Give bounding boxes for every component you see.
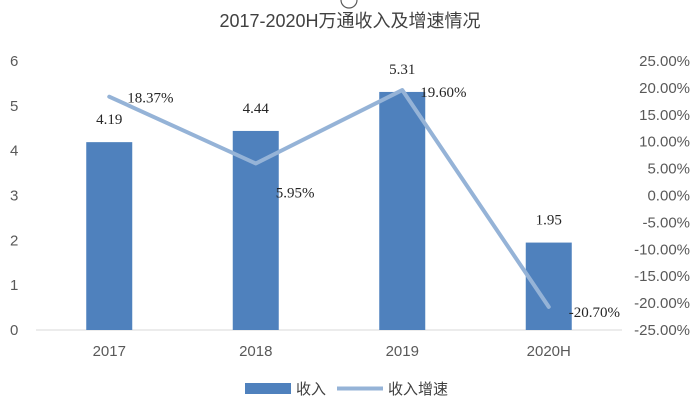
right-tick-label: -5.00%: [642, 214, 690, 231]
left-axis: 0 1 2 3 4 5 6: [10, 53, 18, 339]
right-tick-label: 5.00%: [647, 161, 690, 178]
legend-line-label: 收入增速: [388, 381, 448, 398]
right-tick-label: 25.00%: [639, 53, 690, 70]
x-tick-label: 2018: [239, 343, 272, 360]
right-tick-label: 20.00%: [639, 80, 690, 97]
left-tick-label: 5: [10, 98, 18, 115]
bar-value-label: 5.31: [389, 62, 415, 78]
line-value-label: 19.60%: [420, 85, 466, 101]
data-labels: 4.19 4.44 5.31 1.95 18.37% 5.95% 19.60% -20.70%: [96, 62, 620, 321]
line-value-label: 18.37%: [127, 91, 173, 107]
bar-value-label: 1.95: [536, 213, 562, 229]
left-tick-label: 3: [10, 188, 18, 205]
x-tick-label: 2017: [93, 343, 126, 360]
top-partial-mark: [340, 0, 358, 9]
left-tick-label: 4: [10, 143, 18, 160]
right-tick-label: -20.00%: [634, 295, 690, 312]
legend-bar-label: 收入: [296, 381, 326, 398]
bar: [232, 130, 279, 330]
right-axis: 25.00% 20.00% 15.00% 10.00% 5.00% 0.00% -5.00%…: [634, 53, 690, 339]
legend-bar-swatch: [245, 383, 291, 394]
chart-title: 2017-2020H万通收入及增速情况: [219, 11, 480, 31]
line-series: [107, 88, 551, 309]
cropped-circle-glyph: [340, 0, 358, 9]
left-tick-label: 6: [10, 53, 18, 70]
bar: [379, 91, 426, 330]
right-tick-label: -25.00%: [634, 322, 690, 339]
left-tick-label: 0: [10, 322, 18, 339]
series-line: [107, 88, 551, 309]
left-tick-label: 2: [10, 232, 18, 249]
bar-value-label: 4.44: [243, 101, 270, 117]
right-tick-label: 10.00%: [639, 134, 690, 151]
right-tick-label: -10.00%: [634, 241, 690, 258]
category-axis: 2017 2018 2019 2020H: [93, 343, 571, 360]
left-tick-label: 1: [10, 277, 18, 294]
x-tick-label: 2019: [386, 343, 419, 360]
line-value-label: -20.70%: [569, 305, 620, 321]
line-value-label: 5.95%: [276, 185, 315, 201]
right-tick-label: 15.00%: [639, 107, 690, 124]
bar: [86, 142, 133, 330]
x-tick-label: 2020H: [527, 343, 571, 360]
right-tick-label: -15.00%: [634, 268, 690, 285]
legend: 收入 收入增速: [245, 381, 448, 398]
right-tick-label: 0.00%: [647, 188, 690, 205]
bar-value-label: 4.19: [96, 112, 122, 128]
